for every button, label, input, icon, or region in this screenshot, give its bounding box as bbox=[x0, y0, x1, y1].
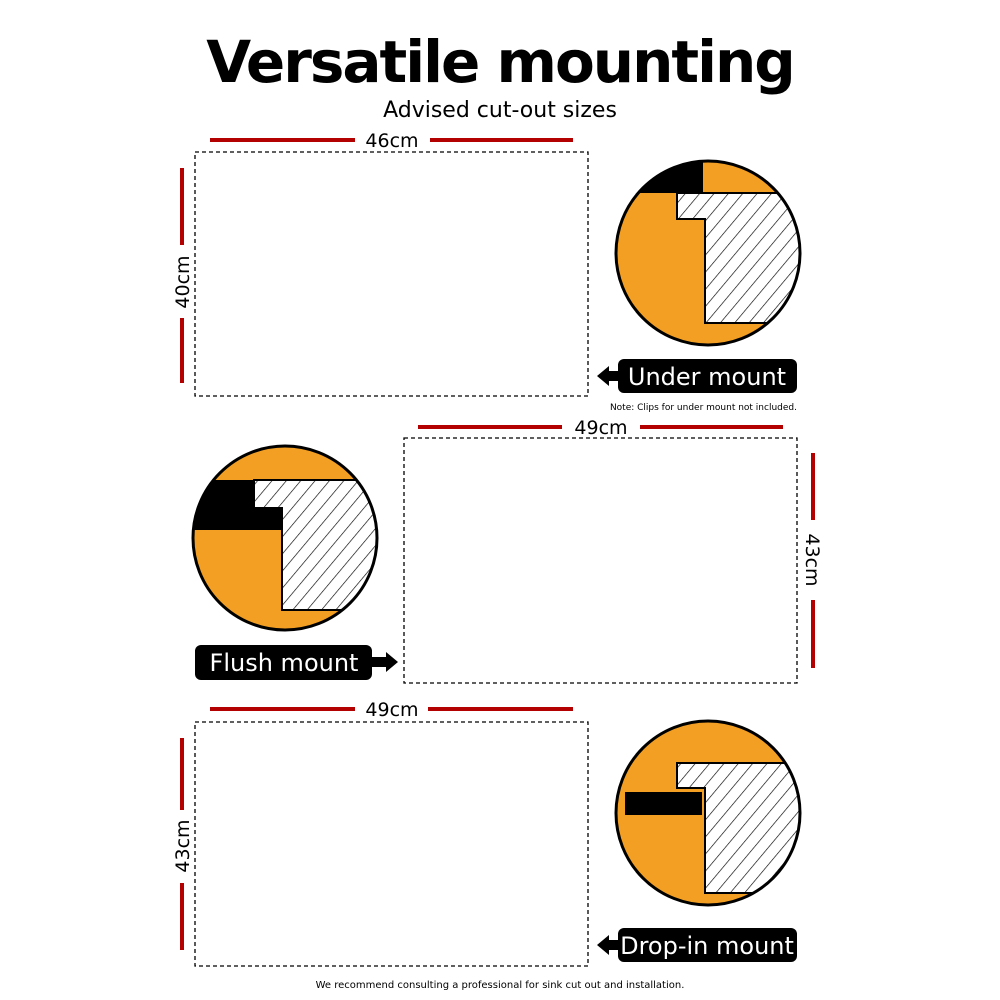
flush-mount-label-pill bbox=[195, 645, 372, 680]
arrow-left-icon bbox=[597, 366, 620, 386]
flush-mount-detail-icon bbox=[191, 444, 379, 632]
drop-in-mount-label-pill bbox=[618, 928, 797, 962]
page-subtitle: Advised cut-out sizes bbox=[383, 98, 617, 123]
width-label: 46cm bbox=[365, 130, 418, 152]
cutout-outline bbox=[194, 151, 589, 397]
height-label: 40cm bbox=[172, 255, 194, 308]
cutout-outline bbox=[194, 721, 589, 967]
cutout-outline bbox=[403, 437, 798, 684]
drop-in-mount-section: 49cm 43cm Drop-in mount bbox=[172, 699, 802, 967]
width-label: 49cm bbox=[365, 699, 418, 721]
drop-in-mount-detail-icon bbox=[614, 719, 802, 907]
page-title: Versatile mounting bbox=[206, 28, 794, 96]
arrow-right-icon bbox=[372, 652, 398, 672]
width-label: 49cm bbox=[574, 417, 627, 439]
arrow-left-icon bbox=[597, 935, 620, 955]
drop-in-mount-label: Drop-in mount bbox=[620, 932, 794, 960]
height-label: 43cm bbox=[172, 819, 194, 872]
under-mount-section: 46cm 40cm Under mount Note: Clips for un… bbox=[172, 130, 802, 413]
footer-note: We recommend consulting a professional f… bbox=[316, 980, 685, 991]
flush-mount-section: 49cm 43cm Flush mount bbox=[191, 417, 823, 684]
under-mount-label: Under mount bbox=[628, 363, 786, 391]
under-mount-label-pill bbox=[618, 359, 797, 393]
height-label: 43cm bbox=[801, 533, 823, 586]
under-mount-detail-icon bbox=[614, 159, 802, 347]
clips-note: Note: Clips for under mount not included… bbox=[610, 403, 797, 413]
flush-mount-label: Flush mount bbox=[210, 649, 359, 677]
